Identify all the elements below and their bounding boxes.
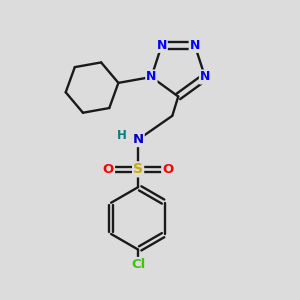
Text: Cl: Cl: [131, 258, 145, 271]
Text: O: O: [162, 163, 173, 176]
Text: H: H: [117, 129, 127, 142]
Text: N: N: [157, 39, 167, 52]
Text: N: N: [190, 39, 200, 52]
Text: S: S: [133, 162, 143, 176]
Text: O: O: [103, 163, 114, 176]
Text: N: N: [146, 70, 157, 83]
Text: N: N: [200, 70, 210, 83]
Text: N: N: [133, 133, 144, 146]
